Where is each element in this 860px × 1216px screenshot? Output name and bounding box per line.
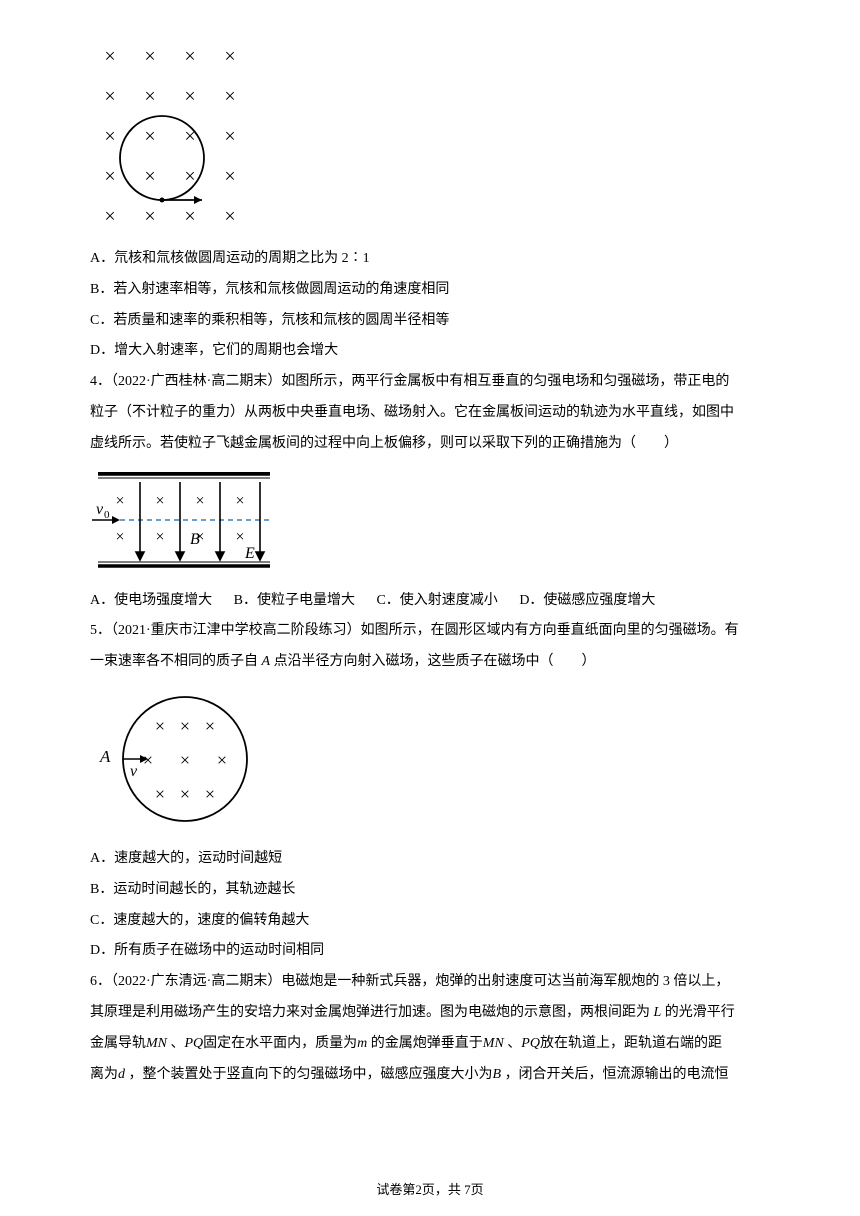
q6-stem-4: 离为d ，整个装置处于竖直向下的匀强磁场中，磁感应强度大小为B ，闭合开关后，恒… (90, 1060, 770, 1091)
svg-text:×: × (144, 126, 155, 148)
q4-option-b: B．使粒子电量增大 (234, 593, 355, 608)
q3-svg: ×××× ×××× ×××× ×××× ×××× (90, 46, 255, 234)
svg-text:×: × (155, 784, 165, 804)
svg-text:B: B (190, 531, 200, 548)
svg-text:×: × (115, 492, 124, 509)
svg-text:×: × (235, 528, 244, 545)
q6-stem-3: 金属导轨MN 、PQ固定在水平面内，质量为m 的金属炮弹垂直于MN 、PQ放在轨… (90, 1029, 770, 1060)
q6-s3-m: m (357, 1036, 367, 1051)
svg-text:×: × (180, 716, 190, 736)
svg-text:×: × (184, 206, 195, 228)
q3-option-c: C．若质量和速率的乘积相等，氘核和氚核的圆周半径相等 (90, 306, 770, 337)
q6-s3-post: 放在轨道上，距轨道右端的距 (540, 1036, 722, 1051)
q4-svg: v 0 ×××× ×××× B E (90, 466, 275, 576)
svg-text:×: × (235, 492, 244, 509)
q6-s4-post: ，闭合开关后，恒流源输出的电流恒 (501, 1067, 729, 1082)
svg-text:0: 0 (104, 509, 110, 521)
svg-text:E: E (244, 545, 255, 562)
svg-text:×: × (217, 750, 227, 770)
q6-s4-B: B (493, 1067, 502, 1082)
q4-stem-3: 虚线所示。若使粒子飞越金属板间的过程中向上板偏移，则可以采取下列的正确措施为（ … (90, 429, 770, 460)
svg-text:×: × (224, 166, 235, 188)
svg-text:×: × (184, 86, 195, 108)
svg-text:×: × (144, 206, 155, 228)
q6-s3-pq2: PQ (521, 1036, 540, 1051)
q5-stem-2: 一束速率各不相同的质子自 A 点沿半径方向射入磁场，这些质子在磁场中（ ） (90, 647, 770, 678)
q5-svg: ××× ××× ××× A v (90, 684, 260, 834)
q4-option-c: C．使入射速度减小 (376, 593, 497, 608)
q6-s3-pre: 金属导轨 (90, 1036, 146, 1051)
svg-text:×: × (144, 86, 155, 108)
page-footer: 试卷第2页，共 7页 (0, 1179, 860, 1198)
q3-figure: ×××× ×××× ×××× ×××× ×××× (90, 46, 770, 234)
svg-text:A: A (99, 747, 111, 766)
svg-text:×: × (155, 716, 165, 736)
svg-text:×: × (224, 86, 235, 108)
q3-option-d: D．增大入射速率，它们的周期也会增大 (90, 336, 770, 367)
svg-text:v: v (96, 501, 104, 518)
svg-text:×: × (184, 46, 195, 68)
svg-text:×: × (184, 126, 195, 148)
svg-text:×: × (115, 528, 124, 545)
q5-stem-1: 5．（2021·重庆市江津中学校高二阶段练习）如图所示，在圆形区域内有方向垂直纸… (90, 616, 770, 647)
q5-point-a: A (262, 654, 271, 669)
q6-s3-pq: PQ (185, 1036, 204, 1051)
svg-text:v: v (130, 763, 138, 780)
q4-stem-2: 粒子（不计粒子的重力）从两板中央垂直电场、磁场射入。它在金属板间运动的轨迹为水平… (90, 398, 770, 429)
q6-s4-pre: 离为 (90, 1067, 118, 1082)
q5-stem-2-pre: 一束速率各不相同的质子自 (90, 654, 262, 669)
svg-text:×: × (144, 46, 155, 68)
q6-s3-sep2: 、 (504, 1036, 522, 1051)
q4-option-d: D．使磁感应强度增大 (519, 593, 655, 608)
q4-stem-1: 4．（2022·广西桂林·高二期末）如图所示，两平行金属板中有相互垂直的匀强电场… (90, 367, 770, 398)
q5-figure: ××× ××× ××× A v (90, 684, 770, 834)
q6-s3-mn2: MN (483, 1036, 504, 1051)
svg-text:×: × (144, 166, 155, 188)
svg-text:×: × (205, 716, 215, 736)
svg-text:×: × (104, 46, 115, 68)
svg-text:×: × (155, 528, 164, 545)
q6-s3-mid2: 的金属炮弹垂直于 (367, 1036, 483, 1051)
q4-option-a: A．使电场强度增大 (90, 593, 212, 608)
svg-text:×: × (180, 750, 190, 770)
svg-text:×: × (205, 784, 215, 804)
q4-options: A．使电场强度增大 B．使粒子电量增大 C．使入射速度减小 D．使磁感应强度增大 (90, 586, 770, 617)
q6-s4-mid: ，整个装置处于竖直向下的匀强磁场中，磁感应强度大小为 (125, 1067, 493, 1082)
q3-option-b: B．若入射速率相等，氘核和氚核做圆周运动的角速度相同 (90, 275, 770, 306)
svg-text:×: × (104, 86, 115, 108)
q5-option-d: D．所有质子在磁场中的运动时间相同 (90, 936, 770, 967)
svg-text:×: × (224, 126, 235, 148)
svg-text:×: × (104, 206, 115, 228)
q5-option-c: C．速度越大的，速度的偏转角越大 (90, 906, 770, 937)
svg-text:×: × (195, 492, 204, 509)
q6-stem-2: 其原理是利用磁场产生的安培力来对金属炮弹进行加速。图为电磁炮的示意图，两根间距为… (90, 998, 770, 1029)
q6-s2-post: 的光滑平行 (661, 1005, 735, 1020)
svg-text:×: × (180, 784, 190, 804)
q5-option-b: B．运动时间越长的，其轨迹越长 (90, 875, 770, 906)
q5-stem-2-post: 点沿半径方向射入磁场，这些质子在磁场中（ ） (270, 654, 596, 669)
q5-option-a: A．速度越大的，运动时间越短 (90, 844, 770, 875)
svg-text:×: × (224, 206, 235, 228)
q6-s3-sep1: 、 (167, 1036, 185, 1051)
svg-text:×: × (104, 126, 115, 148)
q6-s3-mid: 固定在水平面内，质量为 (203, 1036, 357, 1051)
svg-text:×: × (155, 492, 164, 509)
q6-s4-d: d (118, 1067, 125, 1082)
q6-s3-mn: MN (146, 1036, 167, 1051)
svg-text:×: × (104, 166, 115, 188)
q6-stem-1: 6．（2022·广东清远·高二期末）电磁炮是一种新式兵器，炮弹的出射速度可达当前… (90, 967, 770, 998)
q6-s2-pre: 其原理是利用磁场产生的安培力来对金属炮弹进行加速。图为电磁炮的示意图，两根间距为 (90, 1005, 654, 1020)
q3-option-a: A．氘核和氚核做圆周运动的周期之比为 2∶1 (90, 244, 770, 275)
q4-figure: v 0 ×××× ×××× B E (90, 466, 770, 576)
svg-text:×: × (224, 46, 235, 68)
